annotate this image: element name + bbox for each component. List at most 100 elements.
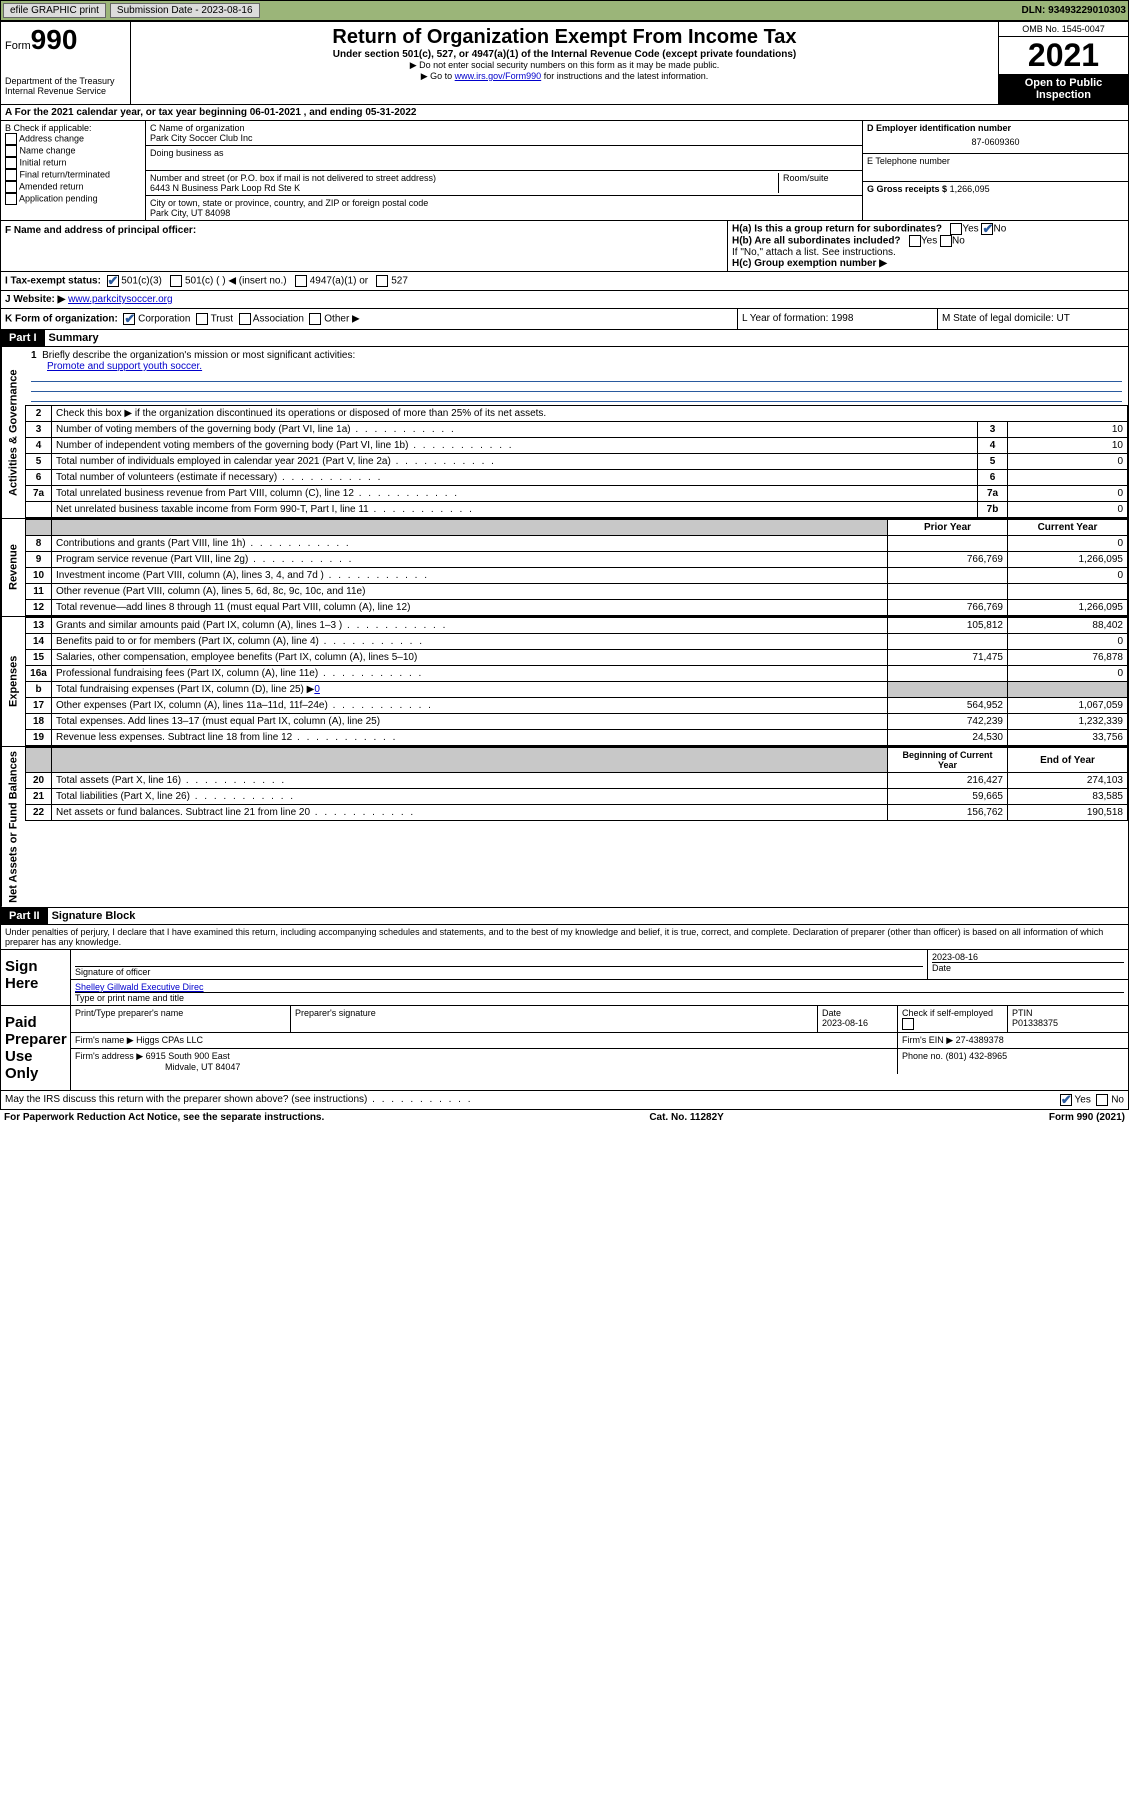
side-label-exp: Expenses <box>1 617 25 746</box>
line-10: Investment income (Part VIII, column (A)… <box>52 568 888 584</box>
chk-527[interactable] <box>376 275 388 287</box>
line-3: Number of voting members of the governin… <box>52 422 978 438</box>
form-header: Form990 Department of the Treasury Inter… <box>0 21 1129 105</box>
open-inspection: Open to Public Inspection <box>999 74 1128 104</box>
netassets-section: Net Assets or Fund Balances Beginning of… <box>0 747 1129 908</box>
paid-preparer-label: Paid Preparer Use Only <box>1 1006 71 1090</box>
h-b-note: If "No," attach a list. See instructions… <box>732 247 1124 258</box>
h-b: H(b) Are all subordinates included? Yes … <box>732 235 1124 247</box>
chk-ha-no[interactable] <box>981 223 993 235</box>
page-footer: For Paperwork Reduction Act Notice, see … <box>0 1110 1129 1125</box>
h-a: H(a) Is this a group return for subordin… <box>732 223 1124 235</box>
val-5: 0 <box>1008 454 1128 470</box>
sign-here-label: Sign Here <box>1 950 71 1005</box>
part2-header: Part II Signature Block <box>0 908 1129 925</box>
addr-value: 6443 N Business Park Loop Rd Ste K <box>150 183 778 193</box>
chk-trust[interactable] <box>196 313 208 325</box>
form-title: Return of Organization Exempt From Incom… <box>135 26 994 49</box>
netassets-table: Beginning of Current YearEnd of Year 20T… <box>25 747 1128 821</box>
chk-hb-no[interactable] <box>940 235 952 247</box>
col-curr: Current Year <box>1008 520 1128 536</box>
website-link[interactable]: www.parkcitysoccer.org <box>68 294 172 305</box>
prep-date-value: 2023-08-16 <box>822 1018 868 1028</box>
line-16b: Total fundraising expenses (Part IX, col… <box>52 682 888 698</box>
dln-text: DLN: 93493229010303 <box>1021 5 1126 16</box>
line-2: Check this box ▶ if the organization dis… <box>52 406 1128 422</box>
chk-ha-yes[interactable] <box>950 223 962 235</box>
submission-btn[interactable]: Submission Date - 2023-08-16 <box>110 3 260 18</box>
col-prior: Prior Year <box>888 520 1008 536</box>
irs-label: Internal Revenue Service <box>5 86 126 96</box>
chk-assoc[interactable] <box>239 313 251 325</box>
expenses-section: Expenses 13Grants and similar amounts pa… <box>0 617 1129 747</box>
line-1-label: Briefly describe the organization's miss… <box>42 350 355 361</box>
chk-other[interactable] <box>309 313 321 325</box>
firm-ein-label: Firm's EIN ▶ <box>902 1035 953 1045</box>
firm-addr-label: Firm's address ▶ <box>75 1051 143 1061</box>
revenue-table: Prior YearCurrent Year 8Contributions an… <box>25 519 1128 616</box>
chk-final[interactable] <box>5 169 17 181</box>
year-formation: L Year of formation: 1998 <box>738 309 938 329</box>
row-i: I Tax-exempt status: 501(c)(3) 501(c) ( … <box>0 272 1129 291</box>
line-12: Total revenue—add lines 8 through 11 (mu… <box>52 600 888 616</box>
chk-hb-yes[interactable] <box>909 235 921 247</box>
officer-label: F Name and address of principal officer: <box>5 225 196 236</box>
footer-right: Form 990 (2021) <box>1049 1112 1125 1123</box>
chk-501c[interactable] <box>170 275 182 287</box>
box-b-header: B Check if applicable: <box>5 123 141 133</box>
activities-governance: Activities & Governance 1 Briefly descri… <box>0 347 1129 519</box>
sign-here-block: Sign Here Signature of officer 2023-08-1… <box>0 950 1129 1006</box>
firm-city: Midvale, UT 84047 <box>165 1062 240 1072</box>
side-label-rev: Revenue <box>1 519 25 616</box>
val-3: 10 <box>1008 422 1128 438</box>
sig-date-value: 2023-08-16 <box>932 952 1124 962</box>
prep-date-label: Date <box>822 1008 841 1018</box>
firm-name: Higgs CPAs LLC <box>136 1035 203 1045</box>
side-label-ag: Activities & Governance <box>1 347 25 518</box>
chk-corp[interactable] <box>123 313 135 325</box>
chk-501c3[interactable] <box>107 275 119 287</box>
efile-btn[interactable]: efile GRAPHIC print <box>3 3 106 18</box>
may-irs-row: May the IRS discuss this return with the… <box>0 1091 1129 1110</box>
mission-text: Promote and support youth soccer. <box>47 361 202 372</box>
org-info-grid: B Check if applicable: Address change Na… <box>0 121 1129 221</box>
irs-link[interactable]: www.irs.gov/Form990 <box>455 71 542 81</box>
chk-address[interactable] <box>5 133 17 145</box>
chk-amended[interactable] <box>5 181 17 193</box>
col-eoy: End of Year <box>1008 748 1128 773</box>
val-4: 10 <box>1008 438 1128 454</box>
row-a-tax-year: A For the 2021 calendar year, or tax yea… <box>0 105 1129 121</box>
chk-irs-no[interactable] <box>1096 1094 1108 1106</box>
chk-irs-yes[interactable] <box>1060 1094 1072 1106</box>
prep-name-label: Print/Type preparer's name <box>71 1006 291 1032</box>
subtitle-3: ▶ Go to www.irs.gov/Form990 for instruct… <box>135 71 994 82</box>
ag-table: 2Check this box ▶ if the organization di… <box>25 405 1128 518</box>
line-21: Total liabilities (Part X, line 26) <box>52 789 888 805</box>
gross-label: G Gross receipts $ <box>867 184 947 194</box>
chk-initial[interactable] <box>5 157 17 169</box>
state-domicile: M State of legal domicile: UT <box>938 309 1128 329</box>
firm-name-label: Firm's name ▶ <box>75 1035 134 1045</box>
ein-label: D Employer identification number <box>867 123 1124 133</box>
phone-label: E Telephone number <box>867 156 1124 166</box>
ptin-value: P01338375 <box>1012 1018 1058 1028</box>
line-20: Total assets (Part X, line 16) <box>52 773 888 789</box>
paid-preparer-block: Paid Preparer Use Only Print/Type prepar… <box>0 1006 1129 1091</box>
subtitle-2: ▶ Do not enter social security numbers o… <box>135 60 994 71</box>
chk-self-emp[interactable] <box>902 1018 914 1030</box>
h-c: H(c) Group exemption number ▶ <box>732 258 887 269</box>
firm-phone: (801) 432-8965 <box>946 1051 1008 1061</box>
chk-name[interactable] <box>5 145 17 157</box>
box-de: D Employer identification number87-06093… <box>863 121 1128 220</box>
org-name-label: C Name of organization <box>150 123 858 133</box>
line-22: Net assets or fund balances. Subtract li… <box>52 805 888 821</box>
line-13: Grants and similar amounts paid (Part IX… <box>52 618 888 634</box>
chk-4947[interactable] <box>295 275 307 287</box>
line-14: Benefits paid to or for members (Part IX… <box>52 634 888 650</box>
ptin-label: PTIN <box>1012 1008 1033 1018</box>
val-7b: 0 <box>1008 502 1128 518</box>
line-4: Number of independent voting members of … <box>52 438 978 454</box>
line-15: Salaries, other compensation, employee b… <box>52 650 888 666</box>
line-7a: Total unrelated business revenue from Pa… <box>52 486 978 502</box>
chk-pending[interactable] <box>5 193 17 205</box>
